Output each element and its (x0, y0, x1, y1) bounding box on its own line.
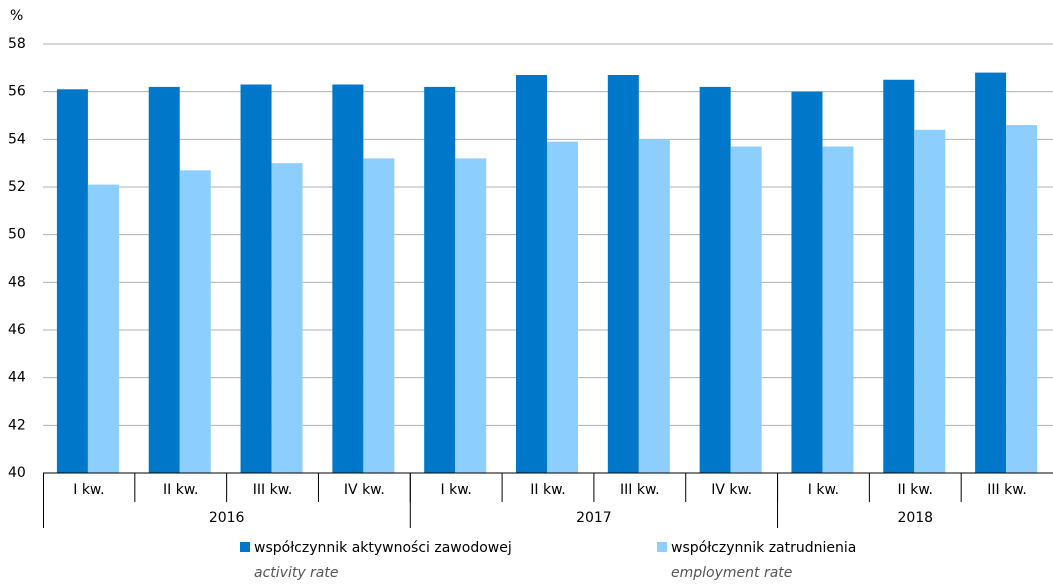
bar (424, 86, 456, 474)
x-tick-label: IV kw. (344, 482, 385, 498)
y-tick-label: 46 (8, 322, 26, 338)
bar (975, 72, 1007, 473)
bar (883, 79, 915, 473)
bar (271, 163, 303, 473)
bar (455, 158, 487, 473)
y-tick-label: 48 (8, 274, 26, 290)
bar (791, 91, 823, 474)
x-tick-label: I kw. (441, 482, 472, 498)
bar (363, 158, 395, 473)
legend-label: współczynnik aktywności zawodowej (254, 540, 512, 556)
x-tick-label: II kw. (163, 482, 198, 498)
bar (638, 139, 670, 474)
x-tick-label: III kw. (253, 482, 293, 498)
bar (822, 146, 854, 473)
y-tick-label: 56 (8, 84, 26, 100)
x-tick-label: I kw. (808, 482, 839, 498)
y-tick-label: 40 (8, 465, 26, 481)
bar (56, 89, 88, 474)
legend-label: współczynnik zatrudnienia (671, 540, 856, 556)
y-tick-label: 42 (8, 417, 26, 433)
x-tick-label: I kw. (73, 482, 104, 498)
x-tick-label: II kw. (530, 482, 565, 498)
x-tick-label: III kw. (620, 482, 660, 498)
legend-subtitle: activity rate (254, 565, 339, 581)
bar (730, 146, 762, 473)
y-tick-label: 54 (8, 131, 26, 147)
bar (607, 74, 639, 473)
bar (547, 141, 578, 473)
y-tick-label: 50 (8, 227, 26, 243)
bar (332, 84, 364, 474)
y-unit: % (10, 8, 23, 24)
y-tick-label: 52 (8, 179, 26, 195)
bar (914, 129, 946, 474)
bar (1006, 125, 1038, 474)
bar (148, 86, 180, 474)
bar (516, 74, 547, 473)
x-tick-label: II kw. (898, 482, 933, 498)
x-tick-label: IV kw. (711, 482, 752, 498)
legend-swatch (657, 542, 667, 552)
x-tick-label: III kw. (987, 482, 1027, 498)
bar (87, 184, 119, 473)
group-label: 2016 (209, 510, 245, 526)
bar (699, 86, 731, 474)
y-tick-label: 44 (8, 370, 26, 386)
bar (179, 170, 211, 474)
group-label: 2017 (576, 510, 612, 526)
y-tick-label: 58 (8, 36, 26, 52)
bar (240, 84, 272, 474)
group-label: 2018 (897, 510, 933, 526)
legend-subtitle: employment rate (671, 565, 792, 581)
legend-swatch (240, 542, 250, 552)
